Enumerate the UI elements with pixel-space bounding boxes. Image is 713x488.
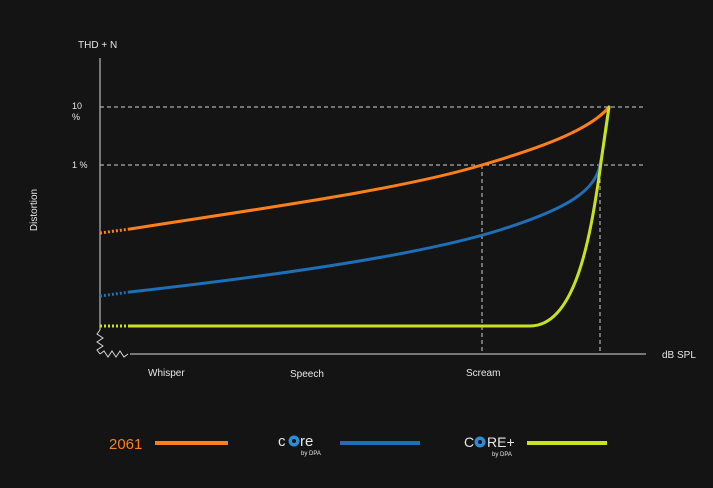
y-axis-title: THD + N: [78, 40, 117, 51]
legend-core-logo-o-inner-icon: [292, 439, 296, 443]
legend-core-plus-logo-re: RE+: [487, 434, 515, 450]
axis-break-vertical: [96, 329, 104, 355]
x-axis-title: dB SPL: [662, 350, 696, 361]
series-core-plus: [100, 105, 611, 328]
series-2061-dotted-start: [99, 227, 131, 235]
legend-core-plus-logo: C RE+ by DPA: [464, 434, 515, 458]
series-core-dotted-start: [99, 290, 131, 298]
series-core-line: [128, 105, 611, 294]
legend-core-logo: c re by DPA: [278, 433, 321, 457]
x-category-scream: Scream: [466, 368, 500, 379]
x-category-speech: Speech: [290, 369, 324, 380]
legend-core-sub: by DPA: [301, 451, 321, 457]
x-category-whisper: Whisper: [148, 368, 185, 379]
y-tick-10pct-unit: %: [72, 112, 80, 122]
series-core-plus-line: [128, 105, 611, 328]
y-tick-10pct-number: 10: [72, 101, 82, 111]
series-2061: [99, 105, 611, 235]
legend: 2061 c re by DPA C RE+ by DPA: [109, 433, 607, 458]
y-axis-side-label: Distortion: [29, 189, 40, 231]
y-tick-1pct: 1 %: [72, 160, 88, 170]
axis-break-horizontal: [99, 350, 129, 358]
series-core: [99, 105, 611, 298]
legend-core-plus-logo-c: C: [464, 434, 474, 450]
legend-core-logo-re: re: [300, 433, 313, 450]
legend-core-logo-c: c: [278, 433, 286, 450]
legend-2061-label: 2061: [109, 436, 142, 453]
series-2061-line: [128, 105, 611, 231]
legend-core-plus-sub: by DPA: [492, 452, 512, 458]
legend-core-plus-logo-o-inner-icon: [478, 440, 482, 444]
